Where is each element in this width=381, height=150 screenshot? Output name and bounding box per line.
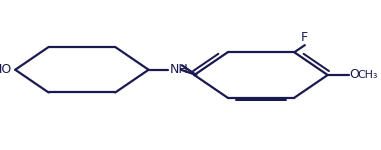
Text: O: O bbox=[349, 69, 359, 81]
Text: CH₃: CH₃ bbox=[357, 70, 377, 80]
Text: HO: HO bbox=[0, 63, 12, 76]
Text: F: F bbox=[301, 31, 308, 44]
Text: NH: NH bbox=[170, 63, 188, 76]
